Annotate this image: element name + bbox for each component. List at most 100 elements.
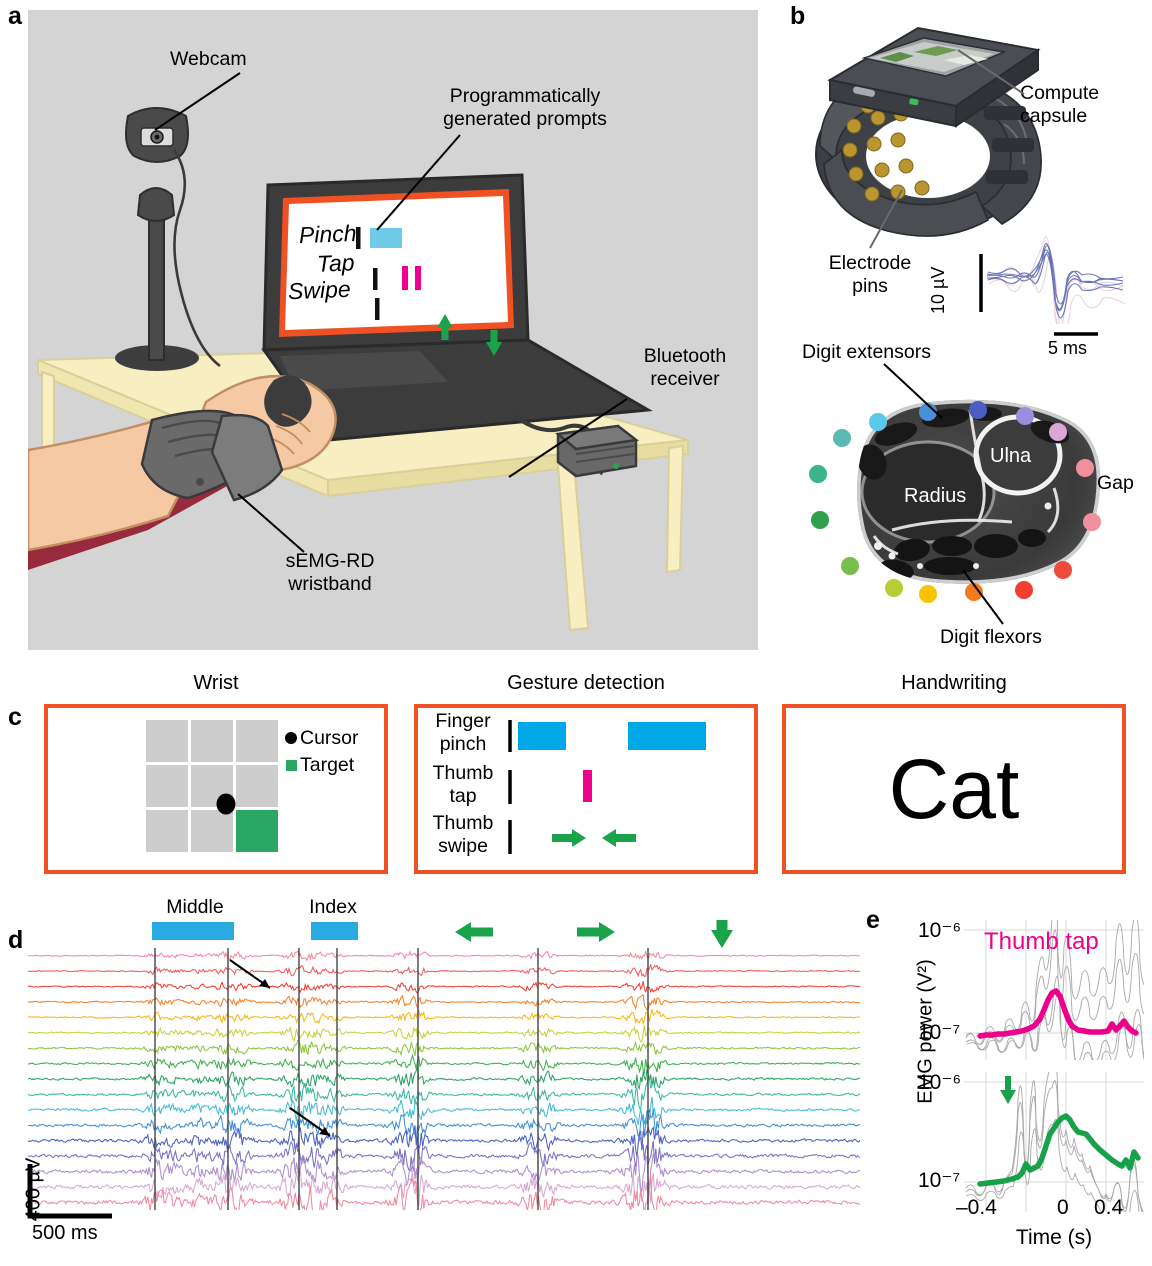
- wristband-device-illustration: [806, 14, 1106, 244]
- emg-channel-trace: [28, 963, 860, 978]
- screen-prompt-swipe: Swipe: [287, 275, 352, 305]
- event-bar-index: [311, 922, 358, 940]
- panel-e-bottom-ytick-1e-7: 10⁻⁷: [918, 1169, 961, 1192]
- panel-c-wrist-box: [44, 704, 388, 874]
- panel-c-title-gesture: Gesture detection: [507, 672, 665, 694]
- emg-channel-trace: [28, 1053, 860, 1075]
- gesture-row-pinch-line1: Finger: [435, 710, 491, 732]
- gesture-row-swipe-line2: swipe: [438, 835, 488, 857]
- label-digit-extensors: Digit extensors: [802, 341, 931, 363]
- wrist-cross-section-mri: Radius Ulna: [800, 370, 1130, 620]
- panel-e-thumb-tap-chart: [964, 920, 1144, 1060]
- label-webcam: Webcam: [170, 48, 247, 70]
- legend-cursor-label: Cursor: [300, 727, 359, 749]
- cursor-dot: [216, 793, 236, 815]
- label-compute-capsule: Compute capsule: [1020, 82, 1099, 128]
- label-electrode-line2: pins: [852, 275, 888, 297]
- mri-label-ulna: Ulna: [990, 445, 1032, 467]
- leader-webcam: [125, 68, 245, 138]
- panel-c-gesture-box: [414, 704, 758, 874]
- panel-e-thumb-swipe-chart: [964, 1072, 1144, 1212]
- screen-prompt-pinch: Pinch: [298, 219, 358, 249]
- event-arrow-left: [577, 922, 615, 942]
- gesture-swipe-arrows: [552, 829, 636, 847]
- gesture-row-label-pinch: Finger pinch: [420, 710, 506, 756]
- panel-d-event-label-index: Index: [309, 896, 357, 918]
- label-compute-line2: capsule: [1020, 105, 1088, 127]
- trial-traces: [965, 1072, 1144, 1212]
- emg-channel-trace: [28, 1008, 860, 1026]
- gesture-row-tap-line1: Thumb: [432, 762, 494, 784]
- leader-digit-flexors: [955, 568, 1015, 628]
- gesture-row-pinch-line2: pinch: [439, 733, 487, 755]
- panel-a-illustration: [28, 10, 758, 650]
- leader-electrode-pins: [860, 186, 910, 252]
- event-arrow-down: [711, 920, 733, 948]
- emg-channel-trace: [28, 1039, 860, 1057]
- panel-a-letter: a: [8, 2, 22, 30]
- emg-channel-trace: [28, 981, 860, 994]
- gesture-tap-bar: [583, 770, 592, 802]
- label-wristband-line2: wristband: [288, 573, 372, 595]
- panel-d-event-markers: [0, 918, 860, 952]
- green-down-arrow-marker: [1000, 1076, 1016, 1104]
- panel-c-letter: c: [8, 703, 22, 731]
- mri-label-radius: Radius: [904, 485, 966, 507]
- leader-digit-extensors: [880, 362, 960, 422]
- legend-cursor-marker: [285, 732, 297, 744]
- panel-e-top-ytick-1e-6: 10⁻⁶: [918, 919, 962, 942]
- emg-channel-trace: [28, 1174, 860, 1210]
- gesture-row-label-tap: Thumb tap: [420, 762, 506, 808]
- leader-prompts: [355, 130, 475, 240]
- label-bluetooth-line1: Bluetooth: [643, 345, 727, 367]
- event-bar-middle: [152, 922, 234, 940]
- panel-c-title-handwriting: Handwriting: [901, 672, 1007, 694]
- emg-channel-trace: [28, 1125, 860, 1157]
- label-wristband-line1: sEMG-RD: [285, 550, 375, 572]
- webcam-illustration: [115, 107, 221, 371]
- emg-channel-trace: [28, 1095, 860, 1126]
- panel-d-emg-traces-chart: [28, 948, 860, 1210]
- emg-channel-trace: [28, 1067, 860, 1091]
- label-electrode-line1: Electrode: [828, 252, 912, 274]
- gesture-pinch-bar-1: [518, 722, 566, 750]
- legend-target-marker: [286, 760, 297, 771]
- panel-d-letter: d: [8, 926, 24, 954]
- emg-channel-trace: [28, 1153, 860, 1192]
- panel-c-title-wrist: Wrist: [193, 672, 239, 694]
- emg-channel-trace: [28, 1167, 860, 1207]
- event-arrow-right: [455, 922, 493, 942]
- label-electrode-pins: Electrode pins: [800, 252, 940, 298]
- scalebar-voltage-10uv: [955, 250, 989, 316]
- legend-target-label: Target: [300, 754, 355, 776]
- scalebar-time-5ms-label: 5 ms: [1048, 338, 1088, 358]
- screen-prompt-tap: Tap: [316, 249, 355, 277]
- motor-unit-waveform-chart: [985, 228, 1125, 324]
- panel-e-letter: e: [866, 906, 880, 934]
- panel-e-xtick-04: 0.4: [1094, 1196, 1124, 1219]
- label-bluetooth: Bluetooth receiver: [615, 345, 755, 391]
- emg-channel-trace: [28, 949, 860, 962]
- emg-channel-trace: [28, 1108, 860, 1141]
- panel-d-annotation-arrow-2: [288, 1106, 340, 1142]
- panel-d-scalebars: [20, 1160, 130, 1224]
- emg-channel-trace: [28, 1077, 860, 1113]
- leader-compute-capsule: [950, 46, 1030, 100]
- thumb-swipe-mean-curve: [977, 1113, 1141, 1187]
- label-wristband: sEMG-RD wristband: [250, 550, 410, 596]
- thumb-tap-mean-curve: [977, 988, 1139, 1039]
- emg-channel-trace: [28, 1135, 860, 1172]
- panel-d-event-label-middle: Middle: [166, 896, 224, 918]
- event-vertical-lines: [154, 948, 649, 1210]
- wrist-target-grid: [146, 720, 278, 852]
- gesture-row-swipe-line1: Thumb: [432, 812, 494, 834]
- panel-e-xtick-0: 0: [1057, 1196, 1069, 1219]
- label-digit-flexors: Digit flexors: [940, 626, 1042, 648]
- label-prompts: Programmatically generated prompts: [400, 85, 650, 131]
- panel-d-scalebar-time-label: 500 ms: [32, 1222, 98, 1244]
- gesture-row-label-swipe: Thumb swipe: [420, 812, 506, 858]
- panel-e-xtick-neg04: –0.4: [956, 1196, 997, 1219]
- label-prompts-line1: Programmatically: [449, 85, 601, 107]
- panel-e-top-ytick-1e-7: 10⁻⁷: [918, 1021, 961, 1044]
- panel-e-bottom-ytick-1e-6: 10⁻⁶: [918, 1071, 962, 1094]
